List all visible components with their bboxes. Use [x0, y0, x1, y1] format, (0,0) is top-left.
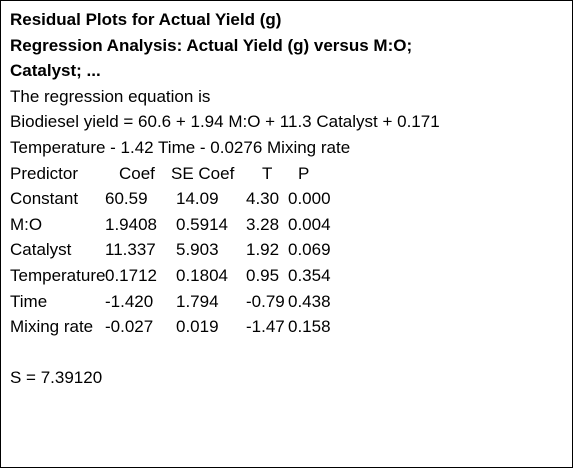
table-cell: 14.09 — [176, 189, 219, 209]
table-cell: 1.9408 — [105, 214, 157, 234]
table-cell: 1.92 — [246, 240, 280, 260]
table-cell: 0.158 — [288, 317, 331, 337]
table-cell: 11.337 — [105, 240, 156, 260]
table-cell: 0.438 — [288, 291, 331, 311]
table-cell: 5.903 — [176, 240, 219, 260]
heading-line: Regression Analysis: Actual Yield (g) ve… — [10, 35, 413, 55]
table-cell: 0.354 — [288, 266, 331, 285]
table-header: SE Coef — [171, 163, 235, 183]
table-header: Predictor — [10, 163, 79, 183]
table-header: Coef — [119, 163, 155, 183]
row-label: Time — [10, 291, 48, 311]
table-cell: 3.28 — [246, 214, 280, 234]
row-label: Mixing rate — [10, 317, 94, 337]
table-cell: -1.420 — [105, 291, 154, 311]
row-label: Constant — [10, 189, 79, 209]
heading-line: Residual Plots for Actual Yield (g) — [10, 10, 282, 29]
table-header: P — [298, 163, 310, 183]
table-cell: 1.794 — [176, 291, 219, 311]
table-cell: 0.004 — [288, 214, 331, 234]
footer-text: S = 7.39120 — [10, 368, 103, 388]
table-cell: -0.79 — [246, 291, 285, 311]
row-label: M:O — [10, 214, 43, 234]
table-cell: 0.95 — [246, 266, 280, 285]
table-cell: 0.1804 — [176, 266, 228, 285]
table-cell: 0.019 — [176, 317, 219, 337]
table-cell: 0.069 — [288, 240, 331, 260]
row-label: Catalyst — [10, 240, 72, 260]
table-cell: 60.59 — [105, 189, 148, 209]
equation-line: Biodiesel yield = 60.6 + 1.94 M:O + 11.3… — [10, 112, 440, 132]
table-cell: 0.1712 — [105, 266, 157, 285]
heading-line: Catalyst; ... — [10, 61, 101, 81]
table-header: T — [262, 163, 273, 183]
row-label: Temperature — [10, 266, 106, 285]
table-cell: 0.5914 — [176, 214, 228, 234]
table-cell: 4.30 — [246, 189, 280, 209]
table-cell: -0.027 — [105, 317, 154, 337]
table-cell: 0.000 — [288, 189, 331, 209]
table-cell: -1.47 — [246, 317, 285, 337]
intro-text: The regression equation is — [10, 86, 211, 106]
equation-line: Temperature - 1.42 Time - 0.0276 Mixing … — [10, 138, 351, 157]
